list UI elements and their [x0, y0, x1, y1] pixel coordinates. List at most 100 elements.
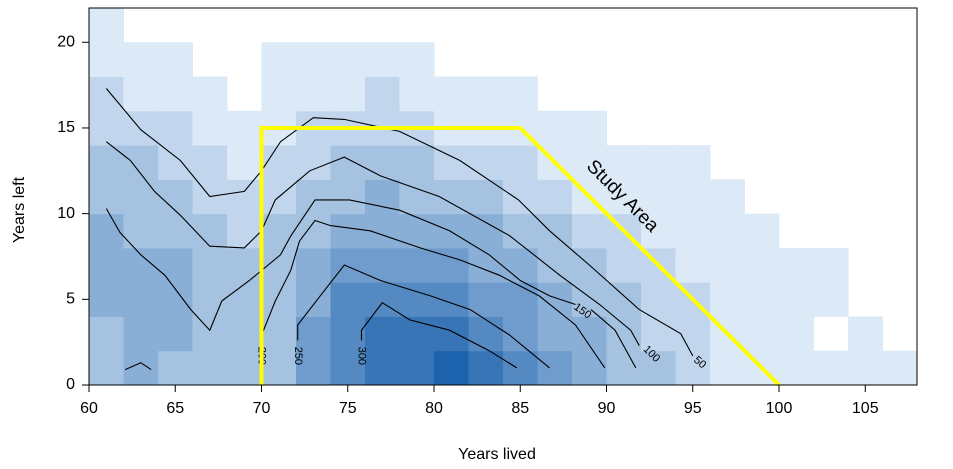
heat-cell: [537, 316, 573, 352]
heat-cell: [89, 110, 124, 146]
heat-cell: [296, 179, 331, 215]
heat-cell: [261, 350, 297, 386]
heat-cell: [641, 316, 676, 352]
heat-cell: [606, 282, 642, 317]
heat-cell: [779, 316, 814, 352]
heat-cell: [192, 145, 228, 180]
heat-cell: [779, 247, 814, 283]
heat-cell: [434, 282, 469, 317]
heat-cell: [330, 350, 366, 386]
heat-cell: [330, 42, 366, 78]
y-axis-label: Years left: [11, 176, 28, 243]
heat-cell: [158, 145, 193, 180]
heat-cell: [641, 213, 676, 249]
heat-cell: [192, 213, 228, 249]
heat-cell: [675, 350, 711, 386]
heat-cell: [330, 316, 366, 352]
heat-cell: [468, 179, 504, 215]
heat-cell: [606, 145, 642, 180]
heat-cell: [123, 282, 159, 317]
x-tick-label: 90: [598, 400, 616, 417]
heat-cell: [227, 247, 262, 283]
heat-cell: [123, 179, 159, 215]
heat-cell: [89, 8, 124, 43]
heat-cell: [503, 316, 538, 352]
contour-line: [105, 141, 640, 346]
heat-cell: [537, 350, 573, 386]
heat-cell: [710, 350, 745, 386]
heat-cell: [572, 213, 607, 249]
heat-cell: [227, 179, 262, 215]
heat-cell: [158, 213, 193, 249]
heat-cell: [365, 145, 400, 180]
heat-cell: [227, 145, 262, 180]
heat-cell: [606, 179, 642, 215]
plot-frame: [88, 7, 918, 386]
heat-cell: [227, 110, 262, 146]
heat-cell: [296, 145, 331, 180]
heat-cell: [882, 350, 918, 386]
heat-cell: [158, 42, 193, 78]
heat-cell: [192, 316, 228, 352]
x-tick-label: 80: [425, 400, 443, 417]
heat-cell: [744, 316, 780, 352]
heat-cell: [710, 247, 745, 283]
heat-cell: [158, 350, 193, 386]
heat-cell: [779, 350, 814, 386]
heat-cell: [744, 213, 780, 249]
heat-cell: [158, 76, 193, 112]
heat-cell: [675, 247, 711, 283]
heat-cell: [537, 213, 573, 249]
heat-cell: [296, 247, 331, 283]
x-tick-label: 85: [511, 400, 529, 417]
heat-cell: [744, 247, 780, 283]
heat-cell: [503, 76, 538, 112]
y-tick-label: 15: [57, 119, 75, 136]
heat-cell: [572, 350, 607, 386]
study-area: [259, 125, 781, 387]
heat-cell: [192, 350, 228, 386]
contour-label: 250: [292, 347, 304, 365]
heat-cell: [158, 110, 193, 146]
heat-cell: [89, 76, 124, 112]
heat-cell: [365, 42, 400, 78]
x-tick-label: 65: [166, 400, 184, 417]
contour-label: 300: [356, 347, 368, 365]
heat-cell: [365, 76, 400, 112]
x-tick-label: 100: [766, 400, 793, 417]
heat-cell: [123, 76, 159, 112]
heat-cell: [813, 247, 849, 283]
y-tick-label: 5: [66, 291, 75, 308]
heat-cell: [468, 213, 504, 249]
heat-cell: [158, 282, 193, 317]
heat-cell: [641, 179, 676, 215]
heat-cell: [813, 282, 849, 317]
heat-cell: [261, 42, 297, 78]
heat-cell: [365, 350, 400, 386]
heat-cell: [123, 316, 159, 352]
x-tick-label: 60: [80, 400, 98, 417]
heat-cell: [641, 282, 676, 317]
heat-cell: [434, 213, 469, 249]
heat-cell: [89, 316, 124, 352]
heat-cell: [503, 282, 538, 317]
x-axis-label: Years lived: [458, 446, 536, 463]
heat-cell: [89, 42, 124, 78]
heat-cell: [641, 145, 676, 180]
heat-cell: [296, 350, 331, 386]
heat-cell: [537, 282, 573, 317]
heat-cell: [296, 213, 331, 249]
heat-cell: [261, 247, 297, 283]
heat-cell: [296, 282, 331, 317]
heat-cell: [89, 350, 124, 386]
heat-cell: [675, 213, 711, 249]
heat-cell: [192, 247, 228, 283]
contour-line: [105, 199, 637, 369]
heat-cell: [399, 76, 435, 112]
heat-cell: [261, 213, 297, 249]
heat-cell: [330, 247, 366, 283]
heat-cell: [434, 76, 469, 112]
heat-cell: [89, 213, 124, 249]
heat-cell: [365, 247, 400, 283]
